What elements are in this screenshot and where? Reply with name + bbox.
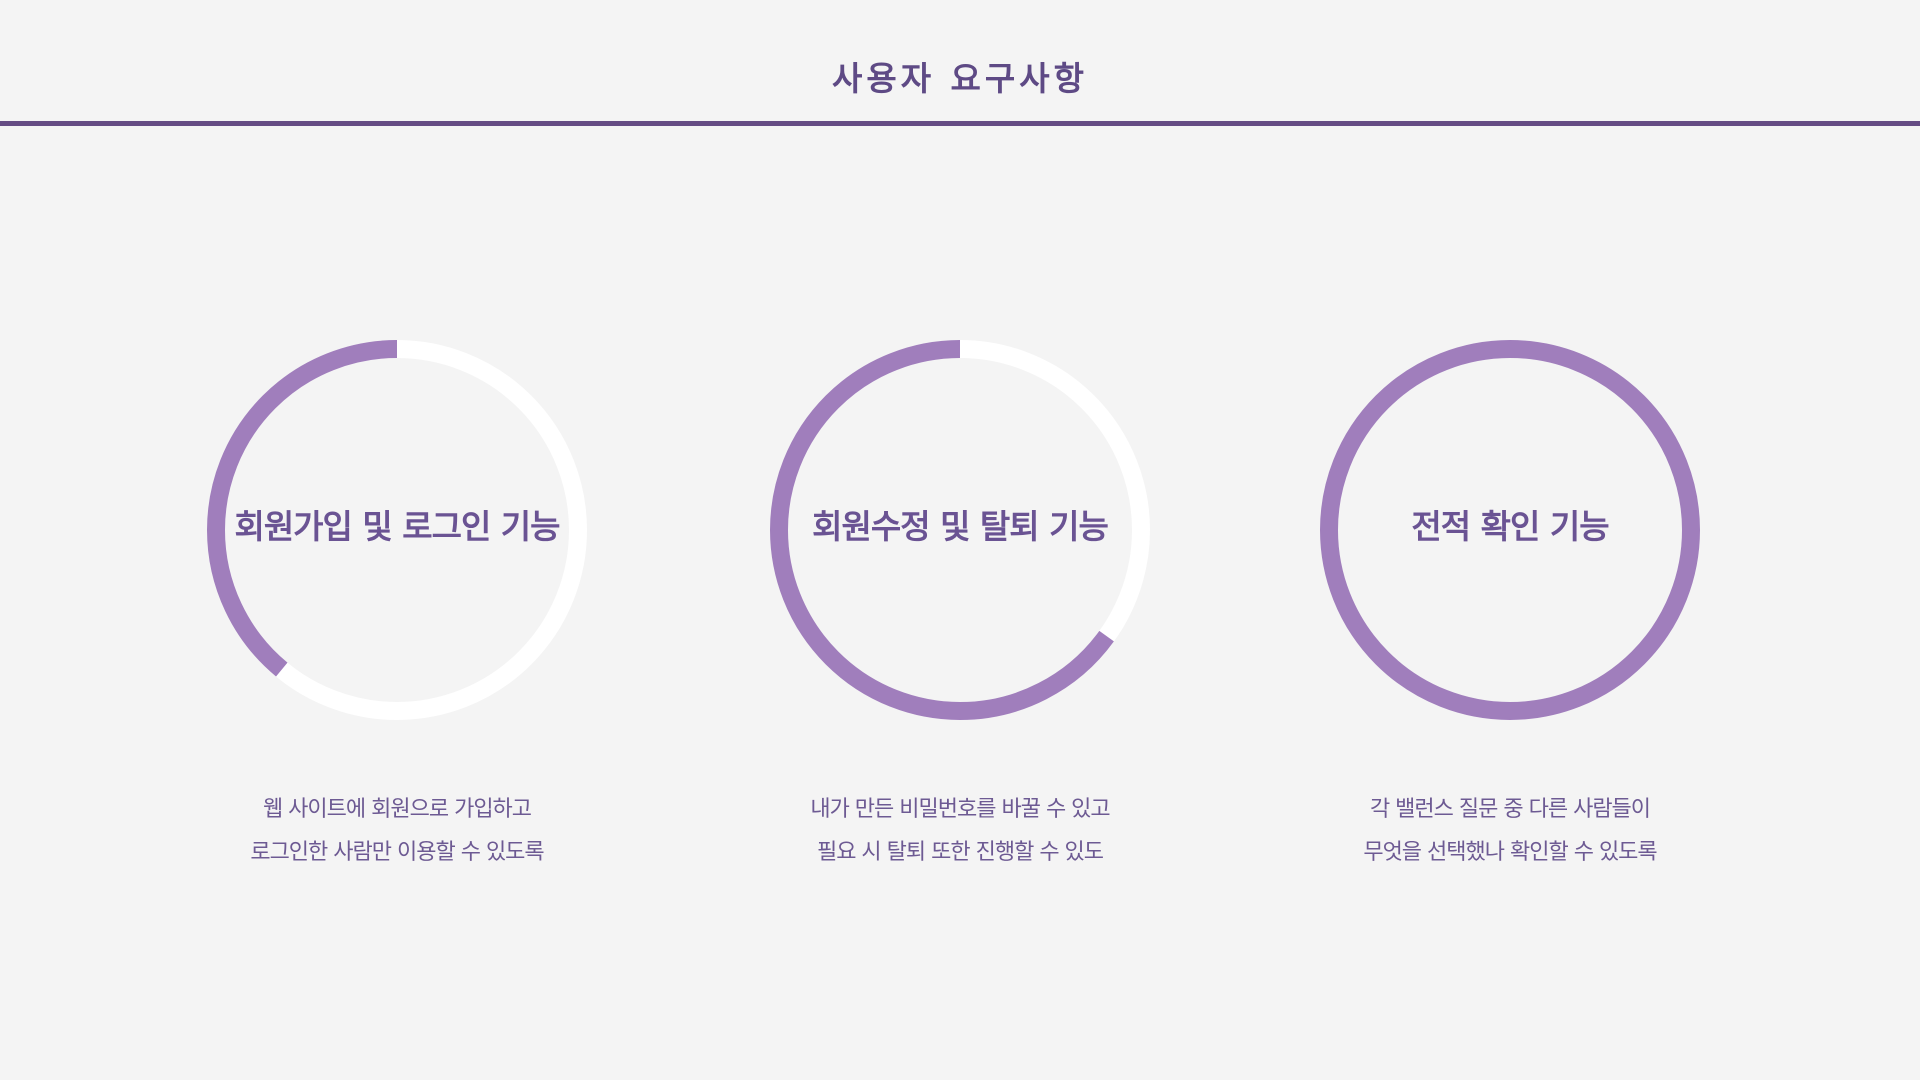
description-line: 필요 시 탈퇴 또한 진행할 수 있도 [816, 840, 1104, 865]
requirement-card-edit-withdraw: 회원수정 및 탈퇴 기능 내가 만든 비밀번호를 바꿀 수 있고 필요 시 탈퇴… [750, 340, 1170, 900]
ring-progress [1320, 340, 1700, 720]
description-line: 내가 만든 비밀번호를 바꿀 수 있고 [810, 797, 1110, 822]
title-divider [0, 121, 1920, 126]
ring-progress [770, 340, 1150, 720]
requirement-description: 각 밸런스 질문 중 다른 사람들이 무엇을 선택했나 확인할 수 있도록 [1300, 788, 1720, 874]
requirement-description: 내가 만든 비밀번호를 바꿀 수 있고 필요 시 탈퇴 또한 진행할 수 있도 [750, 788, 1170, 874]
requirement-title: 회원수정 및 탈퇴 기능 [812, 507, 1109, 546]
description-line: 각 밸런스 질문 중 다른 사람들이 [1369, 797, 1651, 822]
requirement-card-record-check: 전적 확인 기능 각 밸런스 질문 중 다른 사람들이 무엇을 선택했나 확인할… [1300, 340, 1720, 900]
ring-progress [207, 340, 587, 720]
description-line: 로그인한 사람만 이용할 수 있도록 [250, 840, 544, 865]
description-line: 무엇을 선택했나 확인할 수 있도록 [1363, 840, 1657, 865]
progress-ring [770, 340, 1150, 720]
requirement-title: 회원가입 및 로그인 기능 [234, 507, 560, 546]
description-line: 웹 사이트에 회원으로 가입하고 [262, 797, 532, 822]
requirement-title: 전적 확인 기능 [1411, 507, 1609, 546]
page-title: 사용자 요구사항 [831, 59, 1088, 98]
requirement-card-signup-login: 회원가입 및 로그인 기능 웹 사이트에 회원으로 가입하고 로그인한 사람만 … [187, 340, 607, 900]
progress-ring [1320, 340, 1700, 720]
requirement-description: 웹 사이트에 회원으로 가입하고 로그인한 사람만 이용할 수 있도록 [187, 788, 607, 874]
progress-ring [207, 340, 587, 720]
